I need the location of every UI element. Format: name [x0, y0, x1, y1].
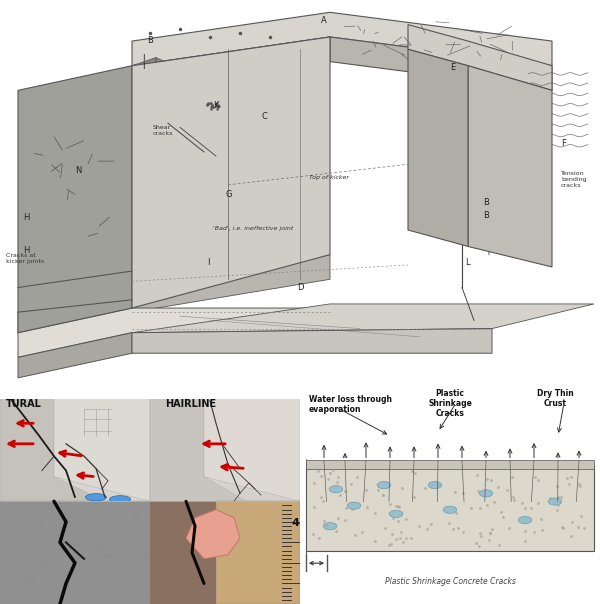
Text: D: D [297, 283, 304, 292]
Polygon shape [258, 57, 282, 91]
Polygon shape [408, 25, 552, 91]
Text: HAIRLINE: HAIRLINE [165, 399, 216, 409]
Polygon shape [330, 37, 552, 91]
Text: H: H [23, 246, 29, 255]
Polygon shape [198, 57, 216, 91]
Text: TURAL: TURAL [6, 399, 42, 409]
Polygon shape [132, 57, 156, 91]
Text: B: B [483, 198, 489, 207]
Text: Tension
bending
cracks: Tension bending cracks [561, 172, 587, 188]
Text: Top of kicker: Top of kicker [309, 175, 349, 179]
Polygon shape [0, 501, 150, 604]
Ellipse shape [323, 522, 337, 530]
Ellipse shape [110, 496, 131, 503]
Text: A: A [321, 16, 327, 25]
Ellipse shape [518, 516, 532, 524]
Polygon shape [132, 255, 330, 312]
Ellipse shape [377, 481, 391, 489]
Text: H: H [23, 213, 29, 222]
Polygon shape [156, 57, 174, 91]
Polygon shape [132, 329, 492, 353]
Polygon shape [150, 399, 246, 501]
Polygon shape [468, 66, 552, 267]
Polygon shape [240, 57, 258, 91]
Polygon shape [174, 57, 198, 91]
Ellipse shape [347, 502, 361, 509]
Polygon shape [318, 37, 330, 82]
Text: C: C [261, 112, 267, 121]
Polygon shape [132, 304, 594, 333]
Text: B: B [147, 36, 153, 45]
Ellipse shape [479, 490, 493, 497]
Text: Plastic Shrinkage Concrete Cracks: Plastic Shrinkage Concrete Cracks [385, 577, 515, 586]
Ellipse shape [548, 498, 562, 505]
Polygon shape [216, 57, 240, 91]
Polygon shape [132, 37, 330, 308]
Text: Water loss through
evaporation: Water loss through evaporation [309, 395, 392, 414]
Ellipse shape [428, 481, 442, 489]
Bar [306, 460, 594, 469]
Polygon shape [0, 399, 105, 501]
Polygon shape [132, 12, 552, 66]
Text: G: G [225, 190, 232, 199]
Text: E: E [450, 63, 455, 72]
Ellipse shape [443, 506, 457, 513]
Polygon shape [18, 288, 132, 333]
Text: B: B [483, 211, 489, 220]
Polygon shape [216, 501, 300, 604]
Text: L: L [465, 258, 470, 267]
Text: 4: 4 [291, 518, 299, 528]
Ellipse shape [389, 510, 403, 518]
Text: I: I [207, 259, 209, 268]
Polygon shape [150, 399, 300, 501]
Text: Shear
cracks: Shear cracks [153, 125, 173, 136]
Text: I: I [142, 62, 145, 71]
Polygon shape [18, 333, 132, 378]
Polygon shape [300, 57, 318, 91]
Text: I: I [142, 54, 145, 63]
Polygon shape [18, 66, 132, 333]
Bar [306, 464, 594, 551]
Text: 'Bad', i.e. ineffective joint: 'Bad', i.e. ineffective joint [213, 226, 293, 231]
Ellipse shape [329, 486, 343, 493]
Polygon shape [408, 50, 468, 246]
Polygon shape [150, 501, 300, 604]
Text: Cracks at
kicker joints: Cracks at kicker joints [6, 253, 44, 264]
Text: K: K [213, 101, 218, 109]
Polygon shape [282, 57, 300, 91]
Text: Dry Thin
Crust: Dry Thin Crust [536, 388, 574, 408]
Polygon shape [54, 399, 150, 501]
Polygon shape [132, 37, 330, 91]
Text: N: N [75, 165, 82, 175]
Text: Plastic
Shrinkage
Cracks: Plastic Shrinkage Cracks [428, 388, 472, 419]
Polygon shape [204, 399, 300, 501]
Polygon shape [186, 510, 240, 559]
Polygon shape [0, 399, 150, 501]
Text: F: F [561, 139, 566, 148]
Polygon shape [18, 308, 492, 358]
Ellipse shape [86, 493, 107, 501]
